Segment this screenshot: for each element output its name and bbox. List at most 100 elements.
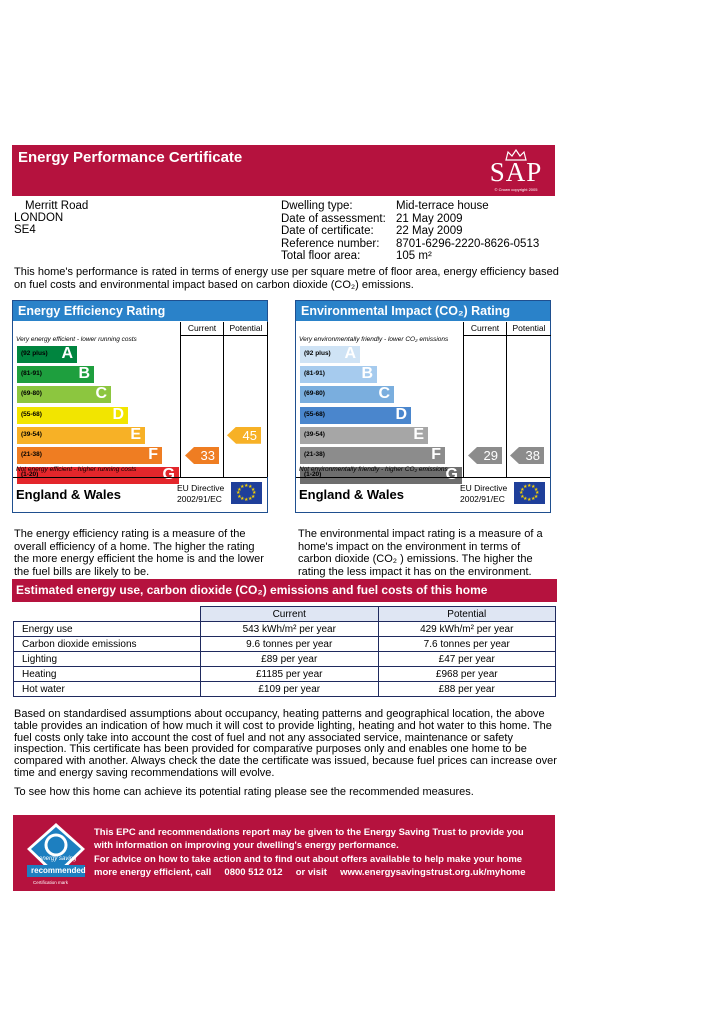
energy-bottom-caption: Not energy efficient - higher running co… bbox=[16, 466, 137, 473]
detail-value: 21 May 2009 bbox=[396, 212, 463, 225]
band-range: (55-68) bbox=[21, 410, 42, 418]
env-rating-footer: England & Wales EU Directive 2002/91/EC … bbox=[296, 477, 550, 513]
detail-row: Dwelling type: Mid-terrace house bbox=[281, 200, 539, 213]
energy-rating-title: Energy Efficiency Rating bbox=[13, 301, 267, 321]
band-range: (1-20) bbox=[21, 471, 39, 479]
band-d: (55-68) D bbox=[17, 406, 128, 424]
env-potential-arrow: 38 bbox=[510, 447, 544, 464]
energy-rating-footer: England & Wales EU Directive 2002/91/EC … bbox=[13, 477, 267, 513]
detail-label: Date of certificate: bbox=[281, 225, 374, 237]
estimates-table: Current Potential Energy use 543 kWh/m² p… bbox=[13, 606, 556, 697]
band-range: (39-54) bbox=[21, 430, 42, 438]
notes-text: Based on standardised assumptions about … bbox=[14, 708, 557, 779]
env-description: The environmental impact rating is a mea… bbox=[298, 528, 543, 578]
eu-star-icon: ★ bbox=[250, 486, 256, 493]
eu-star-icon: ★ bbox=[523, 483, 528, 490]
eu-star-icon: ★ bbox=[240, 496, 245, 503]
detail-label: Total floor area: bbox=[281, 250, 361, 262]
detail-row: Reference number: 8701-6296-2220-8626-051… bbox=[281, 238, 539, 251]
energy-description: The energy efficiency rating is a measur… bbox=[14, 528, 264, 578]
eu-star-icon: ★ bbox=[240, 483, 245, 490]
property-details: Dwelling type: Mid-terrace house Date of … bbox=[281, 200, 539, 263]
current-value: £109 per year bbox=[200, 681, 379, 697]
band-f: (21-38) F bbox=[17, 446, 162, 464]
potential-value: 429 kWh/m² per year bbox=[377, 621, 556, 637]
current-value: 543 kWh/m² per year bbox=[200, 621, 379, 637]
env-current-arrow: 29 bbox=[468, 447, 502, 464]
detail-value: 105 m² bbox=[396, 250, 432, 262]
band-e: (39-54) E bbox=[17, 425, 145, 444]
detail-row: Date of assessment: 21 May 2009 bbox=[281, 213, 539, 226]
current-value: £89 per year bbox=[200, 651, 379, 667]
band-range: (39-54) bbox=[304, 430, 325, 438]
table-row: Energy use 543 kWh/m² per year 429 kWh/m² … bbox=[13, 621, 556, 637]
energy-top-caption: Very energy efficient - lower running co… bbox=[16, 336, 137, 343]
potential-value: £968 per year bbox=[377, 666, 556, 682]
energy-saving-recommended-logo: energy saving recommended Certification … bbox=[21, 821, 91, 887]
potential-value: 7.6 tonnes per year bbox=[377, 636, 556, 652]
row-label: Hot water bbox=[13, 681, 201, 697]
band-letter: E bbox=[413, 425, 424, 443]
detail-label: Date of assessment: bbox=[281, 212, 386, 225]
logo-text-energy-saving: energy saving bbox=[39, 856, 77, 862]
band-range: (1-20) bbox=[304, 471, 322, 479]
page-title: Energy Performance Certificate bbox=[18, 149, 243, 166]
eu-star-icon: ★ bbox=[248, 496, 253, 503]
eu-star-icon: ★ bbox=[527, 483, 532, 489]
env-potential-value: 38 bbox=[525, 448, 540, 463]
band-letter: F bbox=[431, 446, 441, 463]
energy-saving-logo-icon bbox=[27, 823, 85, 877]
sap-logo-text: SAP bbox=[489, 157, 543, 187]
eu-star-icon: ★ bbox=[520, 493, 525, 500]
eu-star-icon: ★ bbox=[519, 490, 524, 496]
band-range: (55-68) bbox=[304, 410, 325, 418]
detail-value: 8701-6296-2220-8626-0513 bbox=[396, 237, 540, 250]
env-current-value: 29 bbox=[483, 448, 498, 463]
band-range: (21-38) bbox=[304, 451, 325, 458]
eu-star-icon: ★ bbox=[527, 497, 532, 503]
band-a: (92 plus) A bbox=[17, 345, 77, 363]
energy-current-value: 33 bbox=[200, 448, 215, 463]
band-letter: A bbox=[61, 345, 73, 362]
band-range: (92 plus) bbox=[304, 350, 331, 357]
band-letter: A bbox=[344, 345, 356, 362]
band-range: (69-80) bbox=[21, 390, 42, 398]
eu-star-icon: ★ bbox=[533, 493, 539, 500]
eu-star-icon: ★ bbox=[250, 493, 256, 500]
eu-flag-icon: ★ ★ ★ ★ ★ ★ ★ ★ ★ ★ ★ ★ bbox=[231, 482, 262, 504]
potential-value: £47 per year bbox=[377, 651, 556, 667]
energy-potential-arrow: 45 bbox=[227, 426, 261, 444]
band-letter: D bbox=[395, 405, 407, 423]
logo-text-recommended: recommended bbox=[31, 866, 86, 875]
env-eu-directive: EU Directive 2002/91/EC bbox=[460, 483, 508, 504]
energy-eu-directive: EU Directive 2002/91/EC bbox=[177, 483, 225, 504]
band-range: (21-38) bbox=[21, 451, 42, 458]
table-row: Heating £1185 per year £968 per year bbox=[13, 666, 556, 682]
band-a: (92 plus) A bbox=[300, 345, 360, 363]
eu-star-icon: ★ bbox=[523, 496, 528, 503]
current-value: 9.6 tonnes per year bbox=[200, 636, 379, 652]
eu-star-icon: ★ bbox=[244, 483, 249, 489]
table-row: Carbon dioxide emissions 9.6 tonnes per y… bbox=[13, 636, 556, 652]
eu-star-icon: ★ bbox=[520, 486, 525, 493]
band-range: (81-91) bbox=[304, 370, 325, 378]
eu-star-icon: ★ bbox=[244, 497, 249, 503]
trust-text: This EPC and recommendations report may … bbox=[94, 827, 549, 879]
eu-star-icon: ★ bbox=[531, 483, 536, 490]
energy-current-arrow: 33 bbox=[185, 447, 219, 464]
intro-text: This home's performance is rated in term… bbox=[14, 266, 559, 291]
band-letter: E bbox=[130, 425, 141, 443]
logo-caption: Certification mark bbox=[33, 880, 69, 885]
address-line: LONDON bbox=[14, 212, 64, 224]
energy-efficiency-rating: Energy Efficiency Rating Current Potenti… bbox=[12, 300, 268, 513]
energy-region: England & Wales bbox=[16, 487, 121, 502]
eu-star-icon: ★ bbox=[531, 496, 536, 503]
eu-flag-icon: ★ ★ ★ ★ ★ ★ ★ ★ ★ ★ ★ ★ bbox=[514, 482, 545, 504]
trust-line: For advice on how to take action and to … bbox=[94, 854, 523, 865]
table-header-row: Current Potential bbox=[13, 606, 556, 622]
band-b: (81-91) B bbox=[17, 365, 94, 384]
potential-value: £88 per year bbox=[377, 681, 556, 697]
trust-line: more energy efficient, call 0800 512 012… bbox=[94, 866, 526, 878]
band-c: (69-80) C bbox=[300, 385, 394, 404]
energy-col-potential: Potential bbox=[223, 322, 268, 336]
